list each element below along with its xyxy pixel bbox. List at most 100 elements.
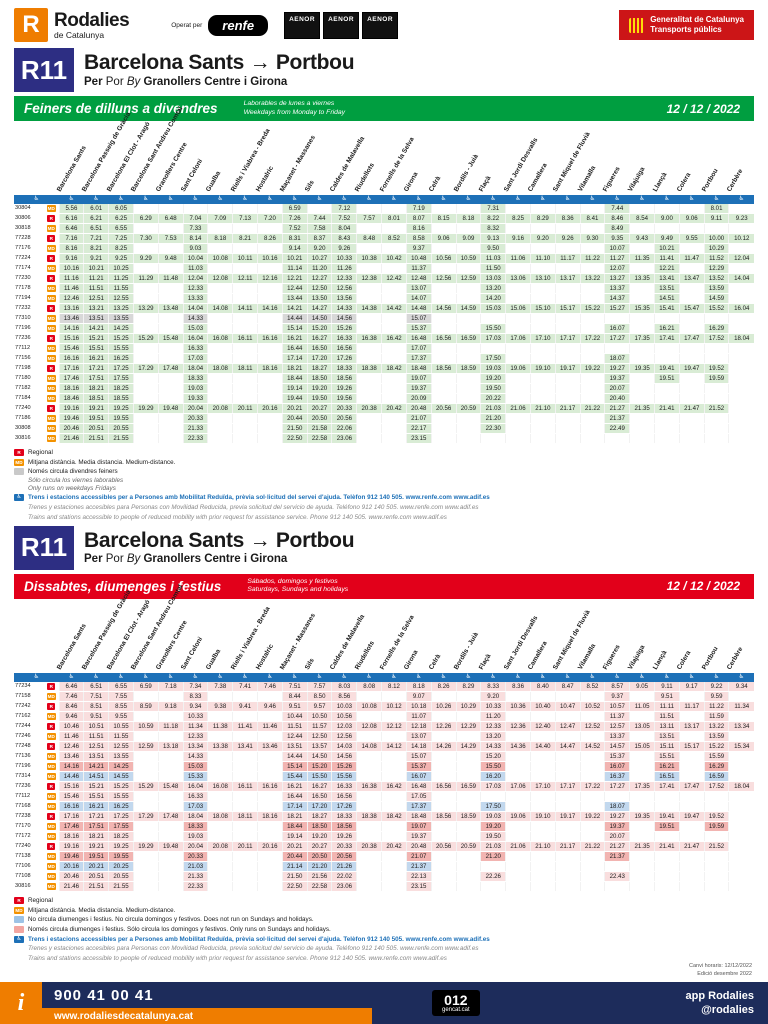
time-cell: 12.42 (381, 273, 407, 284)
time-cell: 10.16 (257, 253, 283, 264)
weekend-banner: Dissabtes, diumenges i festius Sábados, … (14, 573, 754, 599)
train-row: 77234 R 6.46 6.51 6.55 6.59 7.18 7.34 7.38 7.41 7.… (14, 681, 754, 692)
time-cell: 11.16 (58, 273, 84, 284)
time-cell (703, 343, 729, 354)
time-cell: 14.21 (83, 323, 109, 334)
time-cell: 19.51 (654, 373, 680, 384)
time-cell: 11.35 (629, 253, 655, 264)
time-cell: 13.41 (654, 273, 680, 284)
station-name: Celrà (428, 175, 443, 193)
train-number: 77236 (14, 333, 44, 344)
time-cell (381, 791, 407, 802)
page-footer: i 900 41 00 41 www.rodaliesdecatalunya.c… (0, 982, 768, 1024)
time-cell (157, 353, 184, 364)
train-number: 77158 (14, 691, 44, 702)
time-cell (554, 691, 581, 702)
time-cell: 9.20 (529, 233, 556, 244)
time-cell: 17.47 (678, 781, 705, 792)
time-cell: 7.52 (331, 213, 357, 224)
time-cell: 22.30 (480, 423, 506, 434)
station-header: Gualba ♿ (205, 122, 233, 204)
time-cell: 10.29 (455, 701, 481, 712)
time-cell (554, 881, 581, 892)
time-cell: 9.57 (306, 701, 332, 712)
time-cell: 13.25 (108, 303, 134, 314)
time-cell: 13.59 (703, 283, 729, 294)
train-number: 77234 (14, 681, 44, 692)
time-cell: 8.47 (554, 681, 581, 692)
time-cell (132, 393, 159, 404)
time-cell: 14.51 (654, 293, 680, 304)
time-cell (529, 423, 556, 434)
time-cell: 19.20 (306, 831, 332, 842)
time-cell: 18.56 (430, 363, 456, 374)
time-cell: 11.26 (331, 263, 357, 274)
time-cell (529, 313, 556, 324)
time-cell (257, 831, 283, 842)
time-cell: 22.43 (604, 871, 630, 882)
website-link[interactable]: www.rodaliesdecatalunya.cat (42, 1008, 372, 1024)
time-cell: 14.07 (405, 293, 432, 304)
time-cell (207, 791, 233, 802)
time-cell (554, 771, 581, 782)
station-name: Portbou (701, 167, 720, 193)
time-cell: 12.57 (604, 721, 630, 732)
time-cell: 9.38 (207, 701, 233, 712)
wheelchair-icon: ♿ (530, 672, 556, 682)
service-type-badge: R (44, 701, 59, 712)
time-cell: 10.21 (83, 263, 109, 274)
time-cell: 12.59 (455, 273, 481, 284)
time-cell (356, 871, 382, 882)
time-cell (529, 223, 556, 234)
time-cell: 17.16 (58, 811, 84, 822)
md-badge-icon: MD (46, 772, 56, 780)
time-cell: 17.29 (132, 363, 159, 374)
time-cell: 20.38 (356, 403, 382, 414)
time-cell (356, 851, 382, 862)
service-type-badge: R (44, 781, 59, 792)
station-header: Vilajuïga ♿ (627, 600, 655, 682)
time-cell (207, 433, 233, 444)
time-cell (232, 423, 258, 434)
time-cell: 15.11 (654, 741, 680, 752)
time-cell: 8.46 (604, 213, 630, 224)
line-badge-r11: R11 (14, 48, 74, 92)
time-cell (455, 343, 481, 354)
time-cell (505, 373, 531, 384)
time-cell: 21.10 (529, 403, 556, 414)
md-badge-icon: MD (46, 862, 56, 870)
time-cell: 21.51 (83, 433, 109, 444)
time-cell (703, 353, 729, 364)
station-header: Celrà ♿ (428, 122, 456, 204)
wheelchair-icon: ♿ (133, 672, 159, 682)
time-cell (207, 691, 233, 702)
time-cell: 15.05 (629, 741, 655, 752)
time-cell (157, 851, 184, 862)
time-cell (728, 691, 754, 702)
time-cell: 14.33 (182, 751, 208, 762)
time-cell: 20.21 (281, 841, 308, 852)
time-cell: 12.33 (182, 731, 208, 742)
blue-legend-swatch-icon (14, 916, 24, 924)
phone-number: 900 41 00 41 (54, 986, 154, 1004)
time-cell: 12.18 (405, 721, 432, 732)
time-cell (455, 861, 481, 872)
wheelchair-icon: ♿ (133, 195, 159, 204)
time-cell (132, 343, 159, 354)
time-cell: 8.18 (207, 233, 233, 244)
station-header: Girona ♿ (403, 122, 432, 204)
time-cell (579, 353, 605, 364)
time-cell: 16.56 (331, 791, 357, 802)
train-number: 30816 (14, 881, 44, 892)
time-cell (554, 204, 581, 214)
station-header: Flaçà ♿ (478, 122, 506, 204)
train-number: 77238 (14, 811, 44, 822)
time-cell (629, 821, 655, 832)
time-cell: 20.08 (207, 841, 233, 852)
time-cell: 17.51 (83, 373, 109, 384)
time-cell (529, 373, 556, 384)
time-cell (207, 731, 233, 742)
time-cell (654, 313, 680, 324)
time-cell: 10.51 (83, 721, 109, 732)
banner-subtitle: Sábados, domingos y festivos Saturdays, … (247, 578, 349, 594)
